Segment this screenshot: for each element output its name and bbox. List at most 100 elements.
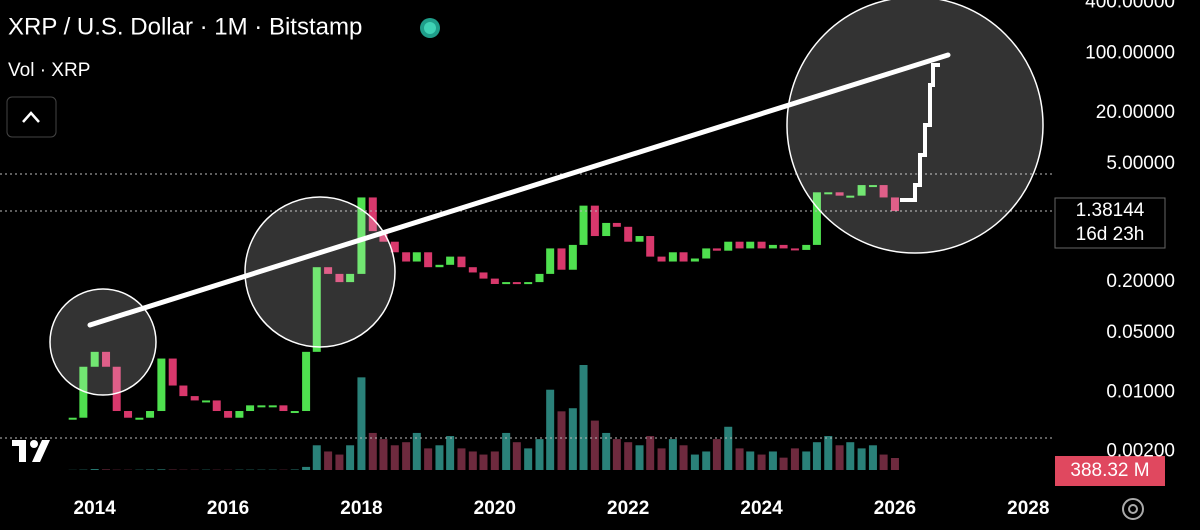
candle	[712, 248, 721, 251]
candle	[868, 185, 877, 188]
candle	[802, 244, 811, 250]
candle	[212, 400, 221, 412]
candle	[679, 252, 688, 262]
candle	[79, 366, 88, 418]
volume-bar	[779, 457, 788, 470]
x-tick-label: 2024	[740, 498, 783, 519]
candle	[190, 396, 199, 401]
candle	[857, 185, 866, 196]
x-tick-label: 2016	[207, 498, 249, 519]
candle	[179, 385, 188, 397]
y-tick-label: 400.00000	[1085, 0, 1175, 13]
volume-bar	[502, 432, 511, 470]
highlight-circle	[49, 288, 157, 396]
candle	[579, 205, 588, 245]
candle	[546, 248, 555, 274]
candle	[312, 267, 321, 352]
candle	[535, 273, 544, 283]
volume-bar	[535, 439, 544, 470]
candle	[346, 273, 355, 283]
candle	[324, 267, 333, 274]
volume-bar	[435, 445, 444, 470]
volume-bar	[757, 454, 766, 470]
volume-bar	[357, 377, 366, 470]
x-tick-label: 2022	[607, 498, 649, 519]
candle	[790, 248, 799, 251]
candle	[746, 241, 755, 249]
volume-bar	[790, 448, 799, 470]
candle	[835, 192, 844, 196]
highlight-circle	[244, 196, 396, 348]
candle	[612, 222, 621, 227]
projection-path	[900, 63, 940, 202]
countdown-label: 16d 23h	[1076, 224, 1145, 245]
volume-bar	[424, 448, 433, 470]
candle	[635, 236, 644, 242]
candle	[424, 252, 433, 268]
candle	[290, 411, 299, 414]
volume-bar	[579, 365, 588, 470]
candle	[257, 405, 266, 408]
candle	[202, 400, 211, 403]
volume-bar	[312, 445, 321, 470]
volume-bar	[524, 448, 533, 470]
volume-legend: Vol · XRP	[8, 60, 90, 81]
plot-area	[68, 185, 899, 470]
candle	[224, 411, 233, 418]
y-tick-label: 0.01000	[1106, 381, 1175, 402]
candle	[768, 244, 777, 249]
status-dot-inner	[424, 22, 436, 34]
x-tick-label: 2026	[874, 498, 916, 519]
candle	[824, 192, 833, 195]
volume-bar	[657, 448, 666, 470]
volume-bar	[302, 466, 311, 470]
x-tick-label: 2014	[74, 498, 117, 519]
candle	[724, 241, 733, 251]
volume-bar	[746, 451, 755, 470]
candle	[112, 366, 121, 412]
price-tag	[1054, 197, 1166, 249]
candle	[502, 282, 511, 285]
volume-bar	[402, 442, 411, 470]
candle	[479, 272, 488, 279]
candle	[890, 197, 899, 212]
volume-bar	[812, 442, 821, 470]
trend-line	[87, 52, 951, 328]
candle	[468, 267, 477, 273]
candle	[235, 411, 244, 418]
candle	[446, 256, 455, 265]
volume-bar	[868, 445, 877, 470]
candle	[457, 256, 466, 268]
volume-bar	[368, 432, 377, 470]
candle	[102, 351, 111, 367]
y-tick-label: 0.00200	[1106, 440, 1175, 461]
volume-bar	[679, 445, 688, 470]
volume-bar	[379, 439, 388, 470]
candle	[812, 192, 821, 245]
x-tick-label: 2020	[474, 498, 516, 519]
candle	[657, 256, 666, 262]
volume-bar	[879, 454, 888, 470]
candle	[568, 244, 577, 270]
y-tick-label: 0.05000	[1106, 322, 1175, 343]
candle	[757, 241, 766, 249]
volume-bar	[724, 426, 733, 470]
volume-bar	[735, 448, 744, 470]
candle	[624, 226, 633, 242]
settings-icon[interactable]	[1122, 498, 1144, 520]
candle	[246, 405, 255, 412]
candle	[668, 252, 677, 262]
collapse-button[interactable]	[6, 96, 57, 138]
candle	[690, 258, 699, 262]
volume-bar	[690, 454, 699, 470]
volume-bar	[768, 451, 777, 470]
volume-bar	[612, 439, 621, 470]
volume-bar	[512, 442, 521, 470]
volume-label: 388.32 M	[1070, 460, 1149, 481]
volume-bar	[335, 454, 344, 470]
volume-bar	[846, 442, 855, 470]
volume-bar	[390, 445, 399, 470]
chart-title: XRP / U.S. Dollar · 1M · Bitstamp	[8, 13, 362, 40]
volume-bar	[590, 420, 599, 470]
